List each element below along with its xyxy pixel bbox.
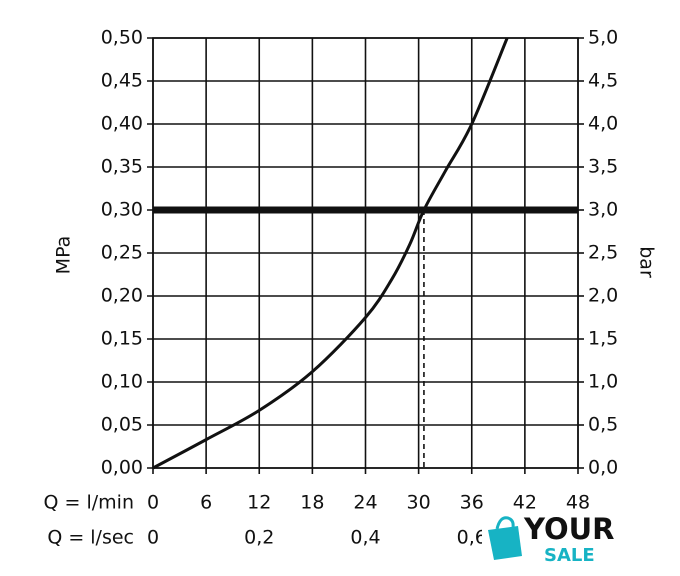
y-axis-title: MPa: [53, 236, 75, 275]
y-tick-label: 0,05: [101, 414, 143, 436]
x-tick-label: 36: [460, 492, 484, 514]
y2-tick-label: 2,0: [588, 285, 618, 307]
x-tick-label: 0: [147, 492, 159, 514]
y2-tick-label: 5,0: [588, 27, 618, 49]
x2-tick-label: 0,2: [244, 527, 274, 549]
x-tick-label: 6: [200, 492, 212, 514]
y2-tick-label: 4,0: [588, 113, 618, 135]
x-row-label: Q = l/min: [44, 492, 134, 514]
y2-tick-label: 4,5: [588, 70, 618, 92]
y-tick-label: 0,45: [101, 70, 143, 92]
logo-handle: [495, 516, 515, 530]
y-tick-label: 0,20: [101, 285, 143, 307]
logo-bag: [488, 526, 522, 560]
y2-axis-title: bar: [636, 246, 658, 278]
y2-tick-label: 2,5: [588, 242, 618, 264]
y2-tick-label: 3,0: [588, 199, 618, 221]
x2-row-label: Q = l/sec: [47, 527, 134, 549]
y2-tick-label: 1,5: [588, 328, 618, 350]
x2-tick-label: 0,6: [457, 527, 487, 549]
curve: [152, 37, 509, 470]
y-tick-label: 0,15: [101, 328, 143, 350]
y2-tick-label: 3,5: [588, 156, 618, 178]
y-tick-label: 0,10: [101, 371, 143, 393]
x-tick-label: 18: [300, 492, 324, 514]
x-tick-label: 24: [353, 492, 377, 514]
x-tick-label: 12: [247, 492, 271, 514]
x-tick-label: 48: [566, 492, 590, 514]
y-tick-label: 0,30: [101, 199, 143, 221]
y-tick-label: 0,40: [101, 113, 143, 135]
frame: [152, 37, 579, 469]
y2-tick-label: 0,5: [588, 414, 618, 436]
logo-line2: SALE: [544, 545, 595, 566]
y-tick-label: 0,50: [101, 27, 143, 49]
y-tick-label: 0,25: [101, 242, 143, 264]
x2-tick-label: 0,4: [350, 527, 380, 549]
x-tick-label: 30: [407, 492, 431, 514]
x-tick-label: 42: [513, 492, 537, 514]
x2-tick-label: 0: [147, 527, 159, 549]
logo-line1: YOUR: [523, 512, 615, 546]
y2-tick-label: 0,0: [588, 457, 618, 479]
y-tick-label: 0,00: [101, 457, 143, 479]
y2-tick-label: 1,0: [588, 371, 618, 393]
y-tick-label: 0,35: [101, 156, 143, 178]
